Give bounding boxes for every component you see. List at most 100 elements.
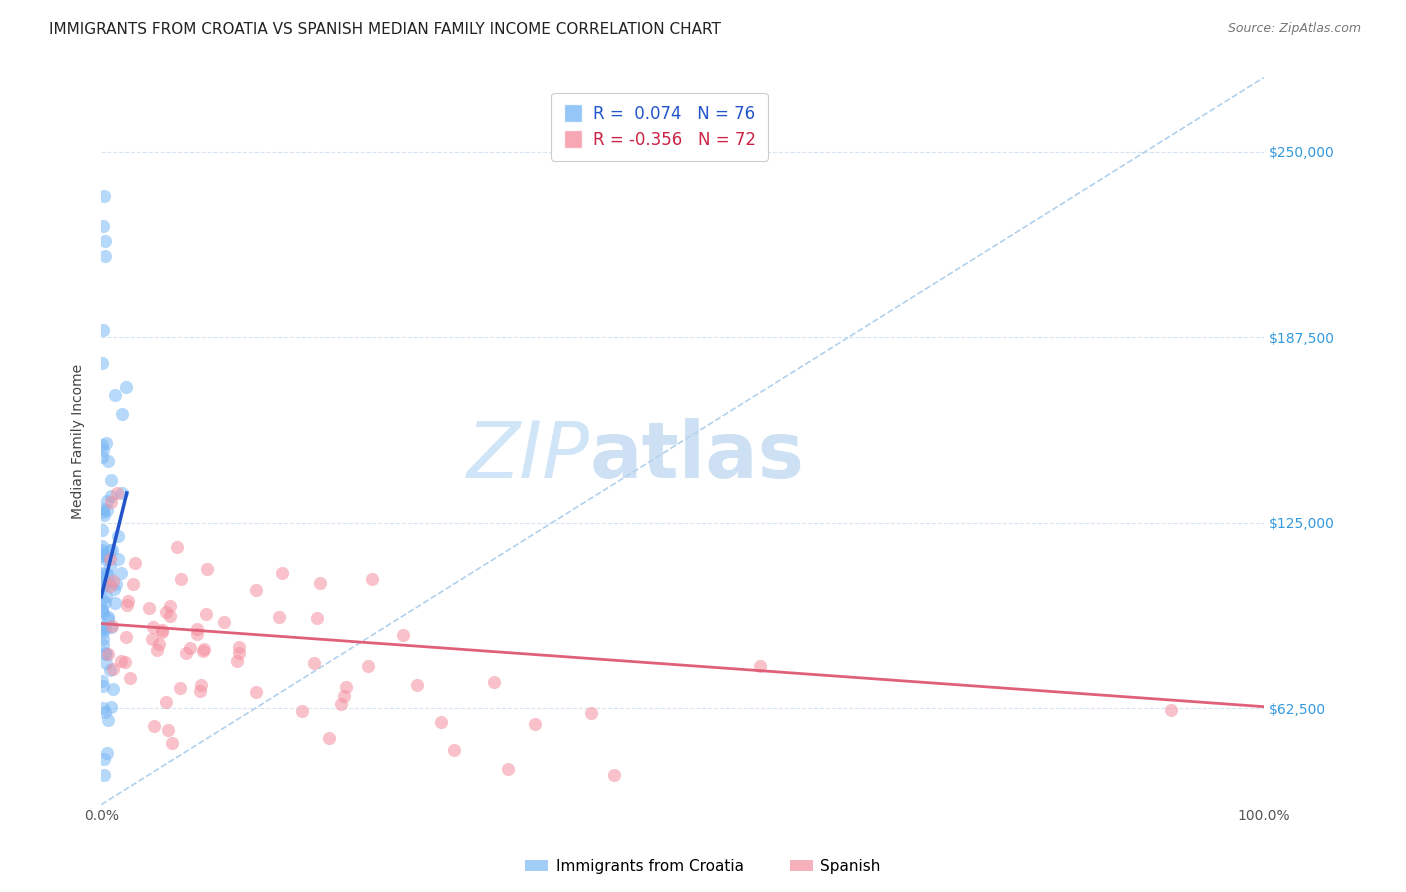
- Point: [443, 743, 465, 757]
- Point: [91, 443, 114, 458]
- Point: [392, 628, 415, 642]
- Point: [94, 647, 117, 661]
- Point: [357, 659, 380, 673]
- Text: Source: ZipAtlas.com: Source: ZipAtlas.com: [1227, 22, 1361, 36]
- Point: [157, 723, 180, 737]
- Point: [166, 540, 188, 554]
- Point: [91, 501, 114, 516]
- Point: [148, 637, 170, 651]
- Point: [100, 495, 122, 509]
- Point: [406, 678, 429, 692]
- Point: [309, 575, 332, 590]
- Point: [146, 642, 169, 657]
- Point: [104, 596, 127, 610]
- Point: [90, 604, 112, 618]
- Point: [94, 656, 117, 670]
- Point: [90, 622, 112, 636]
- Point: [100, 619, 122, 633]
- Point: [90, 582, 112, 596]
- Point: [105, 486, 128, 500]
- Point: [245, 685, 267, 699]
- Point: [117, 594, 139, 608]
- Point: [91, 219, 114, 233]
- Point: [304, 656, 326, 670]
- Point: [150, 625, 173, 640]
- Point: [103, 574, 125, 589]
- Point: [430, 714, 453, 729]
- Text: atlas: atlas: [589, 417, 804, 493]
- Point: [124, 556, 146, 570]
- Point: [107, 529, 129, 543]
- Point: [96, 647, 118, 661]
- Point: [169, 681, 191, 695]
- Point: [91, 638, 114, 652]
- Point: [98, 663, 121, 677]
- Point: [318, 731, 340, 746]
- Point: [91, 679, 114, 693]
- Point: [305, 611, 328, 625]
- Point: [91, 566, 114, 581]
- Point: [329, 697, 352, 711]
- Point: [142, 619, 165, 633]
- Point: [90, 620, 112, 634]
- Point: [91, 356, 114, 370]
- Point: [159, 599, 181, 614]
- Point: [91, 450, 114, 464]
- Point: [107, 552, 129, 566]
- Point: [91, 601, 114, 615]
- Point: [101, 662, 124, 676]
- Point: [93, 578, 115, 592]
- Point: [96, 567, 118, 582]
- Point: [91, 701, 114, 715]
- Point: [100, 620, 122, 634]
- Point: [110, 566, 132, 581]
- Point: [335, 680, 357, 694]
- Point: [155, 605, 177, 619]
- Point: [93, 508, 115, 522]
- Point: [115, 380, 138, 394]
- Point: [93, 548, 115, 562]
- Point: [579, 706, 602, 720]
- Point: [143, 719, 166, 733]
- Point: [117, 598, 139, 612]
- Point: [103, 582, 125, 596]
- Point: [94, 590, 117, 604]
- Point: [100, 473, 122, 487]
- Point: [118, 671, 141, 685]
- Point: [110, 407, 132, 421]
- Point: [193, 644, 215, 658]
- Point: [96, 612, 118, 626]
- Point: [170, 572, 193, 586]
- Point: [245, 583, 267, 598]
- Point: [93, 752, 115, 766]
- Point: [603, 768, 626, 782]
- Point: [96, 493, 118, 508]
- Point: [174, 646, 197, 660]
- Point: [159, 608, 181, 623]
- Point: [91, 539, 114, 553]
- Point: [91, 632, 114, 647]
- Y-axis label: Median Family Income: Median Family Income: [72, 363, 86, 518]
- Point: [214, 615, 236, 629]
- Point: [94, 594, 117, 608]
- Point: [91, 578, 114, 592]
- Point: [186, 622, 208, 636]
- Point: [267, 610, 290, 624]
- Point: [138, 601, 160, 615]
- Point: [97, 569, 120, 583]
- Point: [141, 632, 163, 647]
- Point: [228, 640, 250, 654]
- Point: [110, 485, 132, 500]
- Point: [91, 542, 114, 557]
- Point: [93, 606, 115, 620]
- Point: [98, 579, 121, 593]
- Legend: R =  0.074   N = 76, R = -0.356   N = 72: R = 0.074 N = 76, R = -0.356 N = 72: [551, 93, 768, 161]
- Point: [90, 574, 112, 589]
- Point: [110, 654, 132, 668]
- Point: [226, 655, 249, 669]
- Legend: Immigrants from Croatia, Spanish: Immigrants from Croatia, Spanish: [519, 853, 887, 880]
- Point: [195, 607, 218, 622]
- Point: [152, 624, 174, 638]
- Point: [190, 678, 212, 692]
- Point: [155, 695, 177, 709]
